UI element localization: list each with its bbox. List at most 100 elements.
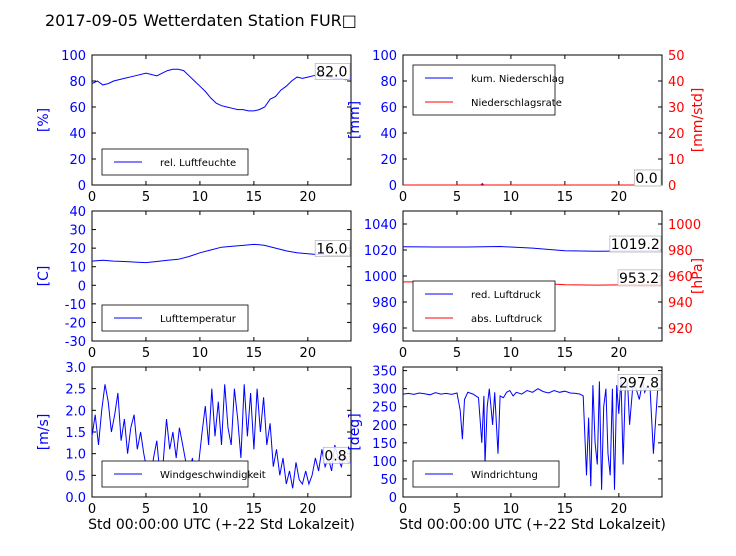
y-axis-label: [%]	[36, 108, 52, 132]
y-tick-label: 20	[69, 153, 86, 168]
chart-temperature: 0 5 10 15 20 -30 -20 -10 0 10 20 30 40 [C] 16.0 Lufttem…	[36, 205, 352, 361]
x-tick-label: 10	[192, 502, 209, 517]
y-tick-label-right: 40	[668, 75, 685, 90]
y-tick-label: 100	[372, 49, 397, 64]
last-value-label-box	[314, 63, 351, 80]
x-tick-label: 0	[88, 190, 96, 205]
y-tick-label: 40	[380, 127, 397, 142]
x-tick-label: 5	[142, 346, 150, 361]
x-axis-label: Std 00:00:00 UTC (+-22 Std Lokalzeit)	[88, 517, 355, 533]
x-tick-label: 10	[503, 190, 520, 205]
x-tick-label: 10	[192, 346, 209, 361]
legend: kum. Niederschlag Niederschlagsrate	[412, 64, 564, 116]
y-tick-label: 0	[389, 491, 397, 506]
page-title: 2017-09-05 Wetterdaten Station FUR□	[45, 11, 357, 30]
y-tick-label: 960	[372, 322, 397, 337]
y-axis-label-right: [hPa]	[690, 258, 706, 294]
y-tick-label: 50	[380, 473, 397, 488]
plot-frame	[91, 210, 352, 342]
y-tick-label: -30	[65, 335, 86, 350]
y-tick-label: 2.0	[65, 404, 86, 419]
x-tick-label: 5	[142, 190, 150, 205]
y-tick-label: 0	[389, 179, 397, 194]
x-tick-label: 20	[611, 346, 628, 361]
y-tick-label-right: 20	[668, 127, 685, 142]
last-value-label-2-box	[617, 269, 662, 287]
y-tick-label: 1.5	[65, 426, 86, 441]
y-tick-label: 80	[380, 75, 397, 90]
last-value-label-box	[322, 446, 351, 464]
y-tick-label: 80	[69, 75, 86, 90]
x-tick-label: 10	[503, 346, 520, 361]
legend-frame	[412, 64, 556, 116]
legend-frame	[412, 280, 556, 332]
y-tick-label: -20	[65, 316, 86, 331]
chart-pressure: 0 5 10 15 20 960 980 1000 1020 1040 920 940 960 980 10…	[364, 210, 706, 361]
plot-frame	[91, 54, 352, 186]
y-tick-label: 20	[380, 153, 397, 168]
legend: Lufttemperatur	[101, 304, 249, 332]
y-tick-label: 3.0	[65, 361, 86, 376]
series-line	[403, 182, 662, 186]
y-tick-label: 40	[69, 127, 86, 142]
last-value-label-2: 953.2	[619, 271, 659, 287]
y-tick-label: 300	[372, 383, 397, 398]
y-tick-label: -10	[65, 298, 86, 313]
x-tick-label: 5	[453, 190, 461, 205]
x-tick-label: 20	[300, 346, 317, 361]
y-tick-label: 0	[78, 279, 86, 294]
legend: rel. Luftfeuchte	[101, 148, 249, 176]
x-tick-label: 15	[246, 346, 263, 361]
x-tick-label: 0	[399, 346, 407, 361]
last-value-label-box	[617, 373, 662, 391]
y-axis-label: [m/s]	[36, 414, 52, 451]
x-tick-label: 5	[453, 502, 461, 517]
last-value-label-2: 0.0	[635, 171, 657, 187]
y-tick-label-right: 980	[668, 244, 693, 259]
y-tick-label-right: 0	[668, 179, 676, 194]
x-tick-label: 0	[399, 190, 407, 205]
legend-label: Windgeschwindigkeit	[160, 470, 266, 481]
y-tick-label: 100	[61, 49, 86, 64]
legend: Windrichtung	[412, 460, 560, 488]
legend-label: Windrichtung	[471, 470, 538, 481]
y-tick-label: 1020	[364, 244, 397, 259]
y-tick-label: 980	[372, 296, 397, 311]
x-tick-label: 5	[453, 346, 461, 361]
last-value-label: 1019.2	[611, 237, 660, 253]
y-tick-label-right: 920	[668, 322, 693, 337]
series-line	[91, 68, 352, 112]
x-tick-label: 20	[611, 502, 628, 517]
y-tick-label: 10	[69, 261, 86, 276]
chart-windspeed: 0 5 10 15 20 0.0 0.5 1.0 1.5 2.0 2.5 3.0 [m/s] Std 00…	[36, 361, 355, 533]
legend-label: Niederschlagsrate	[471, 98, 562, 109]
x-tick-label: 0	[88, 502, 96, 517]
last-value-label-box	[609, 235, 662, 253]
x-tick-label: 15	[246, 190, 263, 205]
legend-label: kum. Niederschlag	[471, 74, 564, 85]
y-axis-label: [mm]	[347, 101, 363, 139]
x-tick-label: 15	[557, 190, 574, 205]
series-line	[91, 243, 351, 264]
x-tick-label: 15	[557, 346, 574, 361]
x-axis-label: Std 00:00:00 UTC (+-22 Std Lokalzeit)	[399, 517, 666, 533]
series-line	[91, 384, 351, 489]
last-value-label-box	[314, 240, 351, 257]
y-tick-label-right: 1000	[668, 218, 701, 233]
y-tick-label: 40	[69, 205, 86, 220]
x-tick-label: 20	[300, 502, 317, 517]
last-value-label: 297.8	[619, 375, 659, 391]
y-tick-label: 0.0	[65, 491, 86, 506]
x-tick-label: 15	[246, 502, 263, 517]
y-tick-label: 60	[380, 101, 397, 116]
last-value-label: 16.0	[316, 242, 347, 258]
legend-label: abs. Luftdruck	[471, 314, 542, 325]
legend-label: rel. Luftfeuchte	[160, 158, 236, 169]
x-tick-label: 10	[503, 502, 520, 517]
legend-label: Lufttemperatur	[160, 314, 237, 325]
x-tick-label: 5	[142, 502, 150, 517]
legend: red. Luftdruck abs. Luftdruck	[412, 280, 556, 332]
x-tick-label: 20	[611, 190, 628, 205]
series-line	[402, 377, 663, 490]
chart-precip: 0 5 10 15 20 0 20 40 60 80 100 0 10 20 30 40 50 [mm] [mm/s…	[347, 49, 706, 205]
